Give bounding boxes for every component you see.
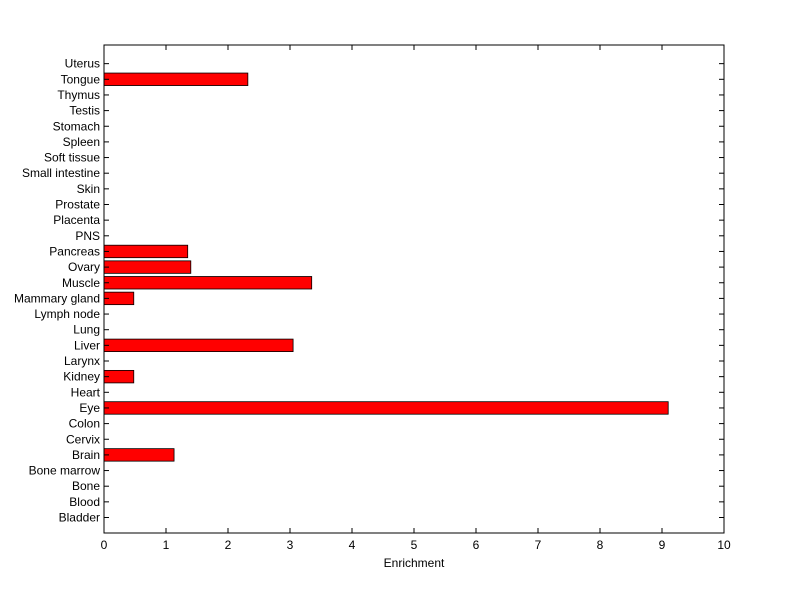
y-tick-label: Brain	[72, 448, 100, 462]
x-tick-label: 7	[535, 538, 542, 552]
bar	[103, 72, 249, 86]
bars-layer	[103, 72, 669, 462]
y-tick-label: Thymus	[57, 88, 100, 102]
y-tick-label: Cervix	[66, 432, 100, 446]
x-tick-label: 0	[101, 538, 108, 552]
bar	[103, 401, 669, 415]
y-tick-label: Heart	[71, 385, 101, 399]
x-tick-label: 4	[349, 538, 356, 552]
x-tick-label: 6	[473, 538, 480, 552]
y-tick-label: Uterus	[65, 57, 100, 71]
y-tick-label: Mammary gland	[14, 291, 100, 305]
y-tick-label: Muscle	[62, 276, 100, 290]
y-tick-label: Small intestine	[22, 166, 100, 180]
y-tick-label: Tongue	[61, 72, 101, 86]
y-tick-label: Pancreas	[49, 244, 100, 258]
bar	[103, 338, 294, 353]
bar	[103, 276, 313, 290]
y-tick-label: Liver	[74, 338, 100, 352]
y-tick-label: PNS	[75, 229, 100, 243]
y-tick-label: Bone marrow	[29, 464, 101, 478]
y-tick-label: Stomach	[53, 119, 100, 133]
plot-frame	[103, 44, 725, 534]
y-tick-label: Spleen	[63, 135, 100, 149]
y-tick-label: Prostate	[55, 198, 100, 212]
y-tick-label: Testis	[69, 104, 100, 118]
y-tick-label: Soft tissue	[44, 151, 100, 165]
x-tick-label: 2	[225, 538, 232, 552]
y-tick-label: Bladder	[59, 511, 100, 525]
y-tick-label: Blood	[69, 495, 100, 509]
x-tick-label: 5	[411, 538, 418, 552]
y-tick-label: Bone	[72, 479, 100, 493]
x-tick-label: 9	[659, 538, 666, 552]
y-tick-label: Eye	[79, 401, 100, 415]
y-tick-label: Skin	[77, 182, 100, 196]
y-tick-label: Placenta	[53, 213, 100, 227]
bar	[103, 260, 192, 274]
y-tick-label: Larynx	[64, 354, 100, 368]
y-tick-label: Lymph node	[34, 307, 100, 321]
y-tick-label: Kidney	[63, 370, 100, 384]
x-tick-labels: 0 1 2 3 4 5 6 7 8 9 10	[101, 538, 731, 552]
x-tick-label: 10	[717, 538, 731, 552]
ticks-layer	[103, 45, 725, 533]
bar	[103, 244, 189, 259]
y-tick-label: Colon	[69, 417, 100, 431]
bar	[103, 448, 175, 462]
x-axis-label: Enrichment	[384, 556, 445, 570]
x-tick-label: 1	[163, 538, 170, 552]
y-tick-label: Ovary	[68, 260, 100, 274]
x-tick-label: 8	[597, 538, 604, 552]
y-tick-label: Lung	[73, 323, 100, 337]
x-tick-label: 3	[287, 538, 294, 552]
